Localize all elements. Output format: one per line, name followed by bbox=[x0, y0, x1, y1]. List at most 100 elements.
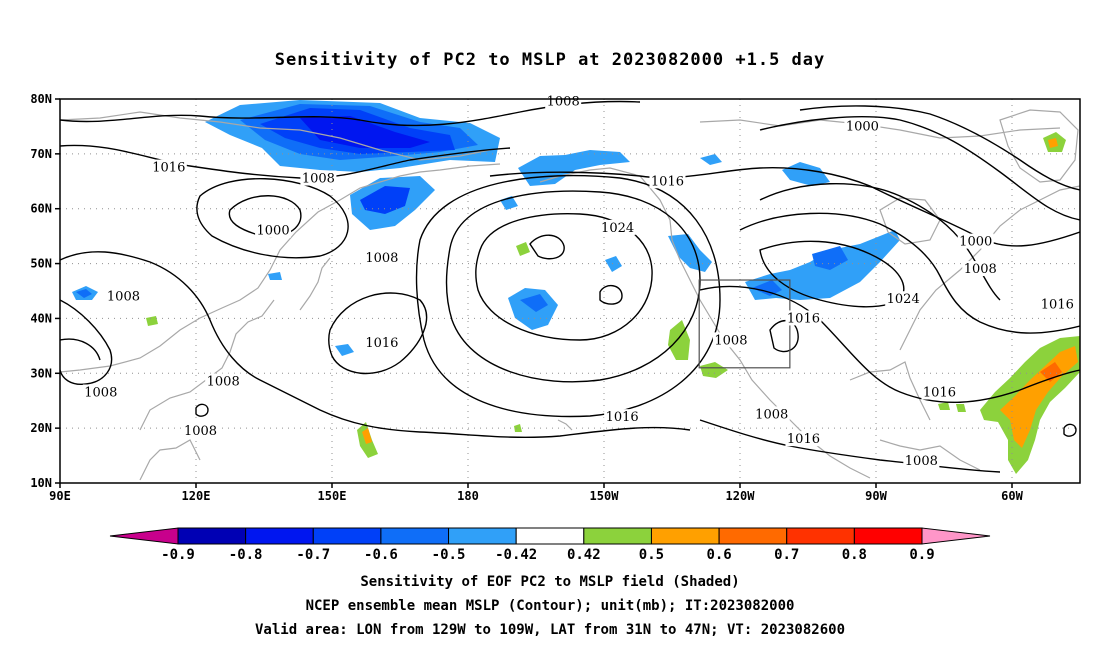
contour-label-bg bbox=[903, 453, 940, 469]
colorbar-label: -0.8 bbox=[229, 547, 263, 563]
colorbar-label: -0.6 bbox=[364, 547, 398, 563]
contour-label: 1008 bbox=[107, 289, 140, 304]
shade-region bbox=[268, 272, 282, 280]
contour-label: 1016 bbox=[152, 161, 185, 176]
shade-region bbox=[76, 289, 92, 298]
contour-label-bg bbox=[150, 159, 187, 175]
lat-tick-label: 40N bbox=[30, 311, 52, 325]
shade-region bbox=[518, 150, 630, 186]
contour-label: 1008 bbox=[547, 95, 580, 110]
shade-region bbox=[668, 234, 712, 272]
contour-label-bg bbox=[753, 406, 790, 422]
colorbar-swatch bbox=[650, 527, 720, 545]
shade-region bbox=[520, 294, 548, 312]
colorbar: -0.9 -0.8 -0.7 -0.6 -0.5 -0.42 0.42 0.5 0.6 0.7 0.… bbox=[109, 527, 991, 563]
contour-label-bg bbox=[785, 431, 822, 447]
contour-1016-ring2 bbox=[327, 292, 428, 375]
contour-label: 1008 bbox=[84, 385, 117, 400]
colorbar-label: -0.42 bbox=[495, 547, 537, 563]
coast-arctic-asia bbox=[60, 111, 491, 161]
shade-region bbox=[700, 154, 722, 165]
contour-1016-s bbox=[699, 419, 1001, 473]
contour-label-bg bbox=[105, 288, 142, 304]
contour-label: 1016 bbox=[606, 410, 639, 425]
contour-label-bg bbox=[844, 118, 881, 134]
shade-region bbox=[362, 428, 372, 444]
contour-label-bg bbox=[182, 422, 219, 438]
shade-region bbox=[360, 186, 410, 214]
lat-tick-label: 80N bbox=[30, 92, 52, 106]
shade-region bbox=[1040, 362, 1062, 382]
shade-region bbox=[335, 344, 354, 356]
contour-label: 1000 bbox=[257, 224, 290, 239]
lat-tick-label: 20N bbox=[30, 421, 52, 435]
contour-1016-e bbox=[699, 285, 1080, 404]
contour-label: 1008 bbox=[905, 454, 938, 469]
contour-1008-w bbox=[60, 251, 691, 439]
shade-region bbox=[516, 242, 530, 256]
contour-label-bg bbox=[300, 170, 337, 186]
contour-label-bg bbox=[599, 219, 636, 235]
colorbar-label: -0.9 bbox=[161, 547, 195, 563]
contour-label-bg bbox=[363, 335, 400, 351]
contour-label: 1016 bbox=[923, 385, 956, 400]
contour-label: 1008 bbox=[365, 251, 398, 266]
shade-region bbox=[812, 246, 848, 270]
contour-label: 1016 bbox=[787, 432, 820, 447]
contour-north-ne2 bbox=[799, 105, 1080, 191]
lon-tick-label: 120W bbox=[726, 489, 756, 503]
colorbar-swatch bbox=[515, 527, 585, 545]
contour-label: 1008 bbox=[755, 407, 788, 422]
coast-hawaii bbox=[557, 419, 573, 431]
lon-axis: 90E 120E 150E 180 150W 120W 90W 60W bbox=[49, 483, 1024, 503]
plot-frame bbox=[59, 98, 1081, 484]
contour-label-bg bbox=[962, 261, 999, 277]
contour-small-se bbox=[1063, 423, 1077, 437]
contour-1000-low bbox=[228, 195, 302, 238]
contour-label-bg bbox=[921, 384, 958, 400]
coast-gulf bbox=[849, 361, 931, 421]
colorbar-label: 0.9 bbox=[909, 547, 934, 563]
colorbar-label: -0.5 bbox=[432, 547, 466, 563]
contour-label: 1016 bbox=[365, 336, 398, 351]
contour-lobe-sw bbox=[769, 320, 799, 353]
contour-1024-high bbox=[475, 213, 653, 341]
contour-label-bg bbox=[1039, 296, 1076, 312]
coast-china bbox=[139, 299, 275, 431]
contour-label: 1008 bbox=[714, 333, 747, 348]
coast-asia bbox=[60, 163, 501, 373]
contour-1016-high bbox=[445, 190, 701, 383]
contour-1008-low bbox=[196, 177, 349, 259]
caption-valid-area: Valid area: LON from 129W to 109W, LAT f… bbox=[254, 622, 845, 638]
coast-japan bbox=[299, 257, 331, 311]
contour-label: 1024 bbox=[601, 221, 634, 236]
lat-tick-label: 60N bbox=[30, 202, 52, 216]
contour-label: 1000 bbox=[846, 119, 879, 134]
coast-na-east bbox=[899, 185, 1080, 351]
contour-label: 1000 bbox=[959, 235, 992, 250]
shade-region bbox=[956, 404, 966, 412]
contour-label: 1008 bbox=[207, 375, 240, 390]
contour-label-bg bbox=[82, 384, 119, 400]
lon-tick-label: 90W bbox=[865, 489, 887, 503]
coast-seasia bbox=[139, 439, 201, 481]
contour-labels: 1008 1000 1016 1008 1016 1000 1024 1000 1008 1008… bbox=[82, 93, 1076, 469]
lat-axis: 80N 70N 60N 50N 40N 30N 20N 10N bbox=[30, 92, 60, 490]
colorbar-high-arrow bbox=[921, 527, 991, 545]
contour-1016-asia bbox=[60, 144, 511, 179]
shade-region bbox=[146, 316, 158, 326]
map-title: Sensitivity of PC2 to MSLP at 2023082000… bbox=[274, 50, 826, 70]
contour-1024-inner bbox=[529, 234, 565, 260]
lon-tick-label: 120E bbox=[182, 489, 211, 503]
lat-tick-label: 50N bbox=[30, 257, 52, 271]
colorbar-swatch bbox=[718, 527, 788, 545]
contour-1024-inner2 bbox=[599, 285, 623, 305]
lat-tick-label: 10N bbox=[30, 476, 52, 490]
contour-north-ne bbox=[759, 116, 1080, 221]
colorbar-label: 0.7 bbox=[774, 547, 799, 563]
contour-1008-ring bbox=[415, 174, 721, 418]
contour-label-bg bbox=[205, 373, 242, 389]
shade-region bbox=[605, 256, 622, 272]
contour-small-s bbox=[195, 403, 209, 417]
colorbar-swatch bbox=[786, 527, 855, 545]
